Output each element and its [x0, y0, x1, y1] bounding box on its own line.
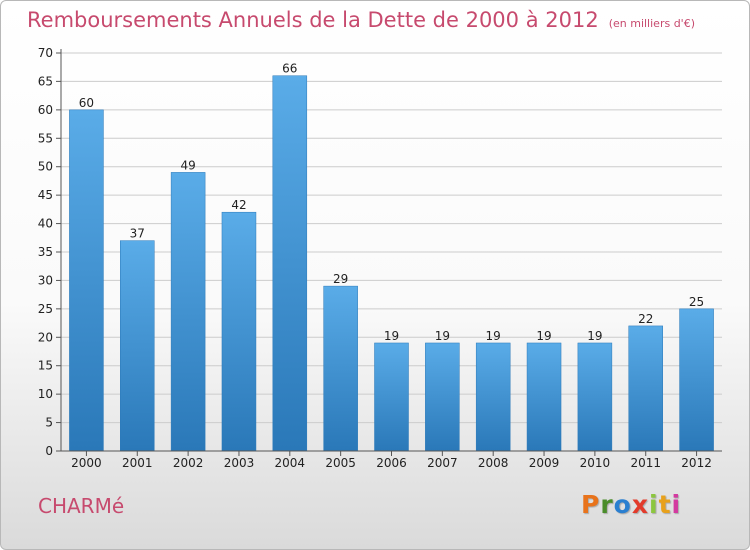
y-tick-label: 55: [38, 131, 53, 145]
logo-letter: t: [658, 490, 672, 519]
commune-name: CHARMé: [38, 494, 125, 518]
bar: [679, 308, 714, 452]
bars: [69, 75, 714, 452]
x-tick-label: 2012: [681, 456, 712, 470]
y-tick-label: 15: [38, 359, 53, 373]
y-tick-label: 20: [38, 330, 53, 344]
x-tick-label: 2006: [376, 456, 407, 470]
bar: [374, 342, 409, 452]
logo-letter: i: [649, 490, 659, 519]
data-label: 37: [130, 227, 145, 241]
bar: [272, 75, 308, 452]
y-tick-label: 70: [38, 46, 53, 60]
y-tick-label: 45: [38, 188, 53, 202]
bar: [526, 342, 562, 452]
x-tick-label: 2001: [122, 456, 153, 470]
y-tick-label: 35: [38, 245, 53, 259]
chart-unit: (en milliers d'€): [608, 17, 695, 30]
bar: [425, 342, 460, 452]
data-label: 25: [689, 295, 704, 309]
bar: [221, 211, 257, 452]
logo-letter: o: [613, 490, 632, 519]
data-label: 19: [486, 329, 501, 343]
x-tick-label: 2011: [630, 456, 661, 470]
data-label: 19: [587, 329, 602, 343]
data-label: 60: [79, 96, 94, 110]
x-tick-label: 2000: [71, 456, 102, 470]
data-label: 66: [282, 62, 297, 76]
x-tick-label: 2005: [325, 456, 356, 470]
x-tick-label: 2008: [478, 456, 509, 470]
y-tick-label: 65: [38, 74, 53, 88]
bar: [628, 325, 663, 452]
logo-letter: i: [671, 490, 682, 519]
logo-letter: P: [581, 490, 601, 519]
y-tick-label: 25: [38, 302, 53, 316]
chart-title-text: Remboursements Annuels de la Dette de 20…: [27, 8, 599, 32]
x-tick-label: 2007: [427, 456, 458, 470]
data-label: 42: [231, 198, 246, 212]
y-tick-label: 5: [45, 416, 53, 430]
proxiti-logo: Proxiti: [581, 490, 681, 519]
y-tick-label: 30: [38, 273, 53, 287]
y-tick-label: 50: [38, 160, 53, 174]
bar: [170, 172, 206, 452]
y-tick-label: 60: [38, 103, 53, 117]
bar: [475, 342, 511, 452]
x-tick-label: 2003: [224, 456, 255, 470]
data-label: 29: [333, 272, 348, 286]
axes: [56, 49, 722, 456]
x-tick-label: 2010: [580, 456, 611, 470]
y-tick-label: 10: [38, 387, 53, 401]
bar: [577, 342, 613, 452]
x-tick-label: 2004: [275, 456, 306, 470]
logo-letter: x: [631, 490, 649, 519]
data-label: 22: [638, 312, 653, 326]
data-label: 49: [180, 158, 195, 172]
y-tick-label: 0: [45, 444, 53, 458]
labels: 0 5 10 15 20 25 30 35 40 45 50 55 60 65 70 60 2000 37 2001…: [38, 46, 712, 470]
bar: [69, 109, 104, 452]
data-label: 19: [536, 329, 551, 343]
logo-letter: r: [600, 490, 614, 519]
x-tick-label: 2002: [173, 456, 204, 470]
y-tick-label: 40: [38, 217, 53, 231]
x-tick-label: 2009: [529, 456, 560, 470]
chart-title: Remboursements Annuels de la Dette de 20…: [27, 8, 695, 32]
data-label: 19: [435, 329, 450, 343]
data-label: 19: [384, 329, 399, 343]
bar: [323, 285, 358, 452]
bar: [120, 240, 155, 452]
